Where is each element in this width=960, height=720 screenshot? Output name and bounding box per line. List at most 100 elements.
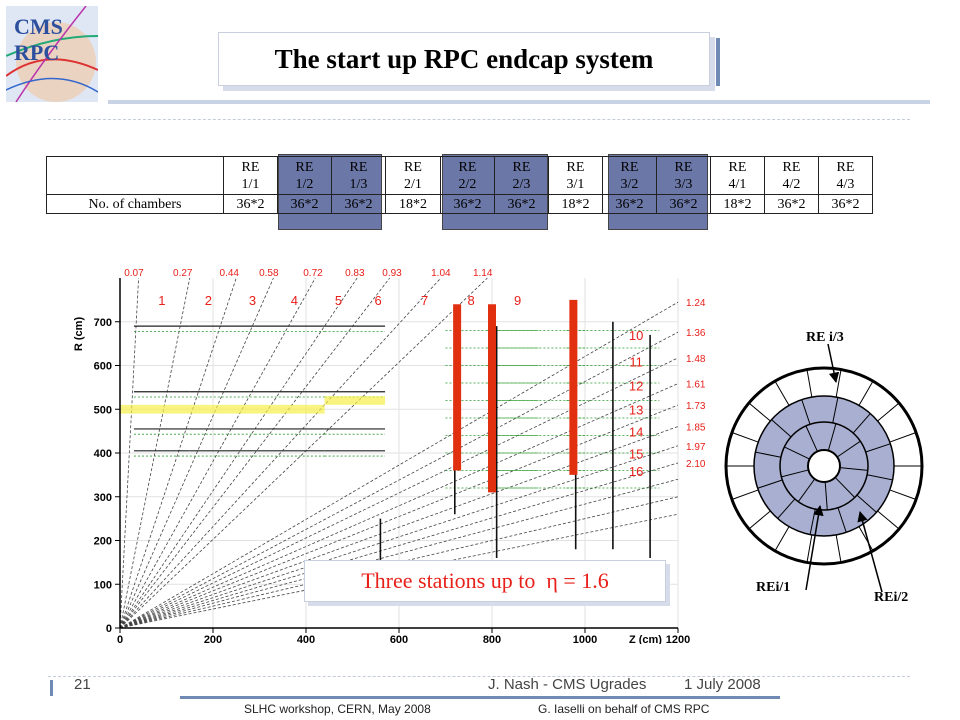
tower-number: 16 — [629, 464, 643, 479]
table-count-cell: 36*2 — [656, 194, 711, 214]
label-re-i-3: RE i/3 — [806, 330, 844, 345]
table-header-cell: RE 4/1 — [710, 156, 765, 195]
wheel-spoke-middle — [771, 419, 792, 438]
rpc-station-bar — [453, 304, 462, 471]
eta-top-label: 0.93 — [382, 268, 402, 279]
table-header-cell: RE 4/3 — [818, 156, 873, 195]
eta-ray — [119, 404, 679, 629]
table-header-cell: RE 4/2 — [764, 156, 819, 195]
wheel-spoke-middle — [777, 498, 796, 519]
eta-ray — [119, 277, 442, 629]
table-header-cell: RE 3/1 — [548, 156, 603, 195]
eta-right-label: 1.36 — [686, 328, 706, 339]
wheel-spoke-inner — [784, 446, 810, 460]
eta-right-label: 1.48 — [686, 354, 706, 365]
y-tick-label: 200 — [94, 536, 112, 548]
wheel-spoke-outer — [806, 369, 813, 398]
footer-author: J. Nash - CMS Ugrades — [488, 676, 647, 693]
eta-ray — [119, 301, 679, 629]
endcap-wheel-diagram: RE i/3 REi/1 REi/2 — [720, 330, 940, 610]
header-dashed-line — [48, 119, 910, 120]
footer-workshop: SLHC workshop, CERN, May 2008 — [244, 702, 431, 716]
chamber-table-wrapper: RE 1/1 RE 1/2 RE 1/3 RE 2/1 RE 2/2 RE 2/3 RE 3/… — [46, 154, 873, 230]
wheel-inner-ring — [779, 421, 869, 511]
label-re-i-2: REi/2 — [874, 590, 909, 605]
wheel-spoke-outer — [889, 432, 917, 443]
table-row-label: No. of chambers — [46, 194, 224, 214]
wheel-spoke-outer — [877, 402, 900, 422]
tower-number: 5 — [335, 293, 342, 308]
y-tick-label: 400 — [94, 448, 112, 460]
x-axis-label: Z (cm) — [629, 634, 662, 644]
wheel-spoke-outer — [774, 526, 790, 552]
page-title: The start up RPC endcap system — [274, 43, 654, 74]
wheel-spoke-middle — [755, 451, 781, 458]
eta-right-label: 2.10 — [686, 459, 706, 470]
x-tick-label: 0 — [117, 634, 123, 644]
eta-right-label: 1.61 — [686, 380, 706, 391]
table-count-cell: 18*2 — [710, 194, 765, 214]
footer-credit: G. Iaselli on behalf of CMS RPC — [538, 702, 710, 716]
wheel-spoke-outer — [835, 369, 842, 398]
table-count-cell: 18*2 — [385, 194, 441, 214]
eta-top-label: 0.27 — [173, 268, 193, 279]
eta-ray — [119, 277, 316, 629]
wheel-spoke-middle — [856, 494, 877, 513]
x-tick-label: 800 — [483, 634, 501, 644]
wheel-beam-hole — [807, 449, 841, 483]
title-box: The start up RPC endcap system — [218, 32, 710, 86]
eta-ray — [119, 277, 488, 629]
wheel-spoke-middle — [801, 399, 811, 425]
eta-top-label: 1.04 — [431, 268, 451, 279]
eta-right-label: 1.24 — [686, 298, 706, 309]
chamber-table: RE 1/1 RE 1/2 RE 1/3 RE 2/1 RE 2/2 RE 2/3 RE 3/… — [46, 156, 873, 214]
wheel-spoke-middle — [757, 479, 783, 489]
callout-box: Three stations up to η = 1.6 — [304, 560, 666, 602]
eta-top-label: 0.83 — [345, 268, 365, 279]
eta-top-label: 0.44 — [220, 268, 240, 279]
eta-ray — [119, 445, 679, 629]
table-count-cell: 36*2 — [764, 194, 819, 214]
wheel-svg — [724, 343, 924, 593]
y-tick-label: 0 — [106, 623, 112, 635]
wheel-spoke-outer — [806, 534, 813, 563]
footer-accent — [50, 680, 53, 696]
eta-ray — [119, 357, 679, 629]
logo-text: CMS RPC — [14, 14, 63, 65]
wheel-spoke-outer — [731, 489, 759, 500]
wheel-spoke-middle — [852, 413, 871, 434]
table-count-row: No. of chambers 36*2 36*2 36*2 18*2 36*2… — [46, 194, 873, 214]
x-tick-label: 400 — [297, 634, 315, 644]
eta-right-label: 1.73 — [686, 401, 706, 412]
arrow-inner — [805, 504, 824, 591]
eta-ray — [119, 277, 237, 629]
x-tick-label: 1000 — [573, 634, 597, 644]
table-header-row: RE 1/1 RE 1/2 RE 1/3 RE 2/1 RE 2/2 RE 2/3 RE 3/… — [46, 156, 873, 195]
rpc-station-bar — [569, 299, 578, 475]
table-header-cell: RE 2/2 — [440, 156, 495, 195]
table-count-cell: 36*2 — [602, 194, 657, 214]
eta-ray — [119, 426, 679, 629]
table-header-cell: RE 1/2 — [277, 156, 332, 195]
table-count-cell: 18*2 — [548, 194, 603, 214]
header-rule — [108, 100, 930, 104]
eta-top-label: 0.07 — [124, 268, 144, 279]
x-tick-label: 600 — [390, 634, 408, 644]
wheel-spoke-outer — [774, 380, 790, 406]
table-count-cell: 36*2 — [818, 194, 873, 214]
wheel-spoke-inner — [805, 425, 818, 452]
table-header-cell: RE 2/1 — [385, 156, 441, 195]
table-header-cell: RE 1/3 — [331, 156, 386, 195]
tower-number: 2 — [205, 293, 212, 308]
tower-number: 4 — [291, 293, 298, 308]
label-re-i-1: REi/1 — [756, 580, 791, 595]
rpc-quarter-layout-diagram: 0 100 200 300 400 500 600 700 0 200 400 600 800 1000 1… — [66, 264, 718, 646]
wheel-spoke-inner — [781, 469, 809, 478]
wheel-spoke-middle — [832, 397, 839, 423]
x-tick-label: 200 — [204, 634, 222, 644]
wheel-spoke-inner — [797, 478, 816, 503]
wheel-spoke-inner — [824, 481, 828, 510]
arrow-middle — [857, 510, 883, 593]
wheel-spoke-middle — [865, 443, 891, 453]
table-header-cell: RE 1/1 — [223, 156, 278, 195]
